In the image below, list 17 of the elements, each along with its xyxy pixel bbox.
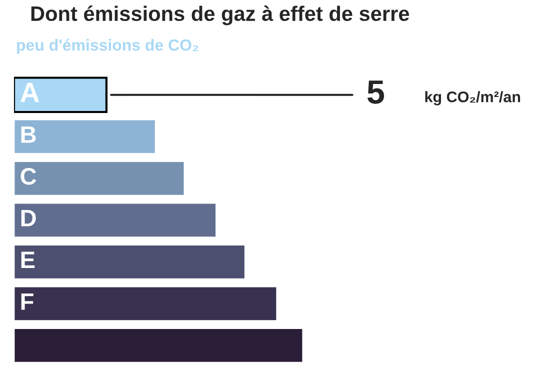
bar — [14, 286, 278, 322]
y-tick-label: E — [21, 252, 35, 268]
y-tick-label: C — [20, 168, 36, 185]
chart-subtitle: peu d'émissions de CO₂ — [17, 38, 198, 54]
text: kg CO₂/m²/an — [425, 91, 520, 106]
bar — [14, 76, 108, 114]
chart-title: Dont émissions de gaz à effet de serre — [31, 6, 410, 26]
y-tick-label: D — [21, 210, 36, 226]
y-tick-label: A — [20, 82, 40, 102]
text: 5 — [367, 80, 384, 104]
y-tick-label: F — [21, 294, 34, 310]
y-tick-label: B — [21, 126, 36, 143]
bar — [14, 328, 304, 364]
bar — [14, 118, 156, 154]
bar — [14, 160, 186, 196]
bar — [14, 244, 246, 280]
bar — [14, 202, 217, 238]
